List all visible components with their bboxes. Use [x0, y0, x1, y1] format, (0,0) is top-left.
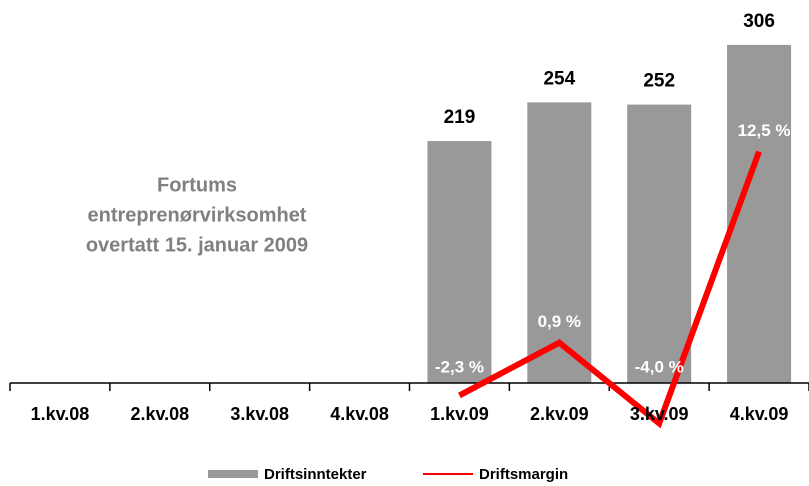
bar-value-label: 219 — [444, 107, 476, 128]
bar-value-label: 306 — [743, 11, 775, 32]
annotation-line: entreprenørvirksomhet — [88, 204, 307, 226]
x-tick-label: 1.kv.08 — [31, 404, 90, 424]
bar-value-label: 254 — [543, 68, 575, 89]
line-value-label: 0,9 % — [538, 312, 581, 331]
line — [458, 150, 762, 429]
x-tick-label: 4.kv.09 — [730, 404, 789, 424]
bar — [627, 104, 692, 384]
x-tick-label: 3.kv.09 — [630, 404, 689, 424]
annotation-line: Fortums — [157, 174, 237, 196]
legend-swatch — [208, 470, 258, 478]
x-tick-label: 1.kv.09 — [430, 404, 489, 424]
line-value-label: 12,5 % — [738, 121, 791, 140]
legend-label: Driftsinntekter — [264, 466, 367, 483]
x-tick-label: 4.kv.08 — [330, 404, 389, 424]
x-tick-label: 2.kv.09 — [530, 404, 589, 424]
x-tick-label: 2.kv.08 — [130, 404, 189, 424]
annotation-line: overtatt 15. januar 2009 — [86, 234, 308, 256]
bar — [427, 141, 492, 384]
legend-label: Driftsmargin — [479, 466, 568, 483]
bar-value-label: 252 — [643, 71, 675, 92]
line-value-label: -2,3 % — [435, 357, 484, 376]
bar — [527, 102, 592, 384]
line-value-label: -4,0 % — [635, 357, 684, 376]
annotation: Fortums entreprenørvirksomhet overtatt 1… — [86, 174, 308, 256]
x-tick-label: 3.kv.08 — [230, 404, 289, 424]
